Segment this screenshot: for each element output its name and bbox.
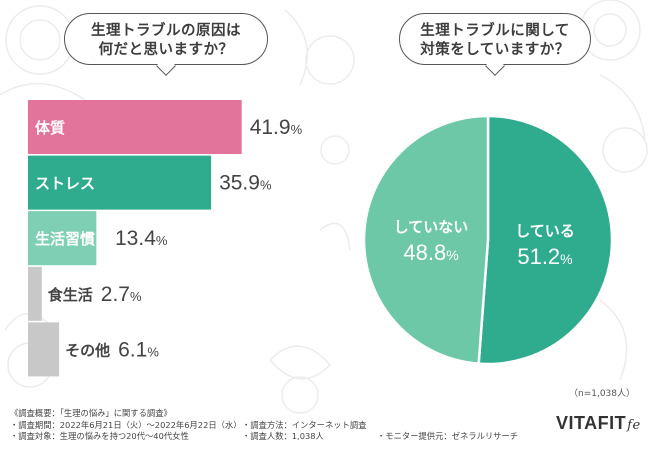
survey-count: ・調査人数：1,038人 (242, 431, 324, 441)
bar-value-label: 13.4% (115, 227, 168, 250)
question-cause-line1: 生理トラブルの原因は (91, 23, 241, 39)
bar-value-number: 35.9 (219, 172, 260, 195)
question-cause-line2: 何だと思いますか？ (98, 42, 234, 58)
survey-target: ・調査対象：生理の悩みを持つ20代～40代女性 (10, 431, 189, 441)
bar-value-number: 41.9 (250, 116, 291, 139)
bar-category-label: その他 (65, 341, 110, 359)
measures-pie-chart: している 51.2% していない 48.8% (362, 114, 614, 366)
bar-value-percent: % (156, 233, 168, 248)
bar-value-percent: % (291, 122, 303, 137)
bar-0 (28, 100, 242, 154)
brand-name: VITAFIT (556, 413, 627, 433)
sample-size-note: （n=1,038人） (568, 389, 635, 399)
question-bubble-cause: 生理トラブルの原因は 何だと思いますか？ (64, 13, 268, 76)
question-measures-line2: 対策をしていますか？ (420, 42, 570, 58)
pie-category-label: している (515, 222, 575, 240)
question-bubble-measures: 生理トラブルに関して 対策をしていますか？ (399, 13, 591, 76)
question-measures-line1: 生理トラブルに関して (420, 23, 570, 39)
pie-value-label: 51.2% (517, 244, 572, 269)
bar-value-label: 6.1% (118, 338, 159, 361)
bar-value-label: 2.7% (101, 283, 142, 306)
bar-4 (28, 322, 60, 377)
bar-value-percent: % (260, 178, 272, 193)
bar-3 (28, 266, 42, 321)
survey-method: ・調査方法：インターネット調査 (242, 419, 367, 430)
bar-value-label: 35.9% (219, 172, 272, 195)
bar-1 (28, 155, 212, 210)
bar-value-number: 2.7 (101, 283, 130, 306)
pie-slice-1 (362, 114, 490, 365)
bar-value-number: 6.1 (118, 338, 147, 361)
pie-value-number: 48.8 (403, 240, 446, 265)
pie-value-number: 51.2 (517, 244, 560, 269)
survey-provider: ・モニター提供元：ゼネラルリサーチ (377, 431, 519, 441)
vitafit-logo: VITAFITfe (556, 413, 641, 434)
bar-value-percent: % (130, 289, 142, 304)
pie-value-percent: % (446, 247, 458, 263)
bar-category-label: 食生活 (48, 286, 93, 304)
pie-slice-0 (477, 114, 614, 366)
pie-category-label: していない (394, 218, 469, 236)
cause-bar-chart: 体質 41.9% ストレス 35.9% 生活習慣 13.4% 食生活 2.7% その他 6.1% (28, 100, 303, 377)
bar-value-number: 13.4 (115, 227, 156, 250)
survey-period: ・調査期間：2022年6月21日（火）～2022年6月22日（水） (10, 419, 242, 430)
brand-suffix: fe (627, 418, 641, 433)
bar-value-percent: % (147, 344, 159, 359)
pie-value-label: 48.8% (403, 240, 458, 265)
bar-value-label: 41.9% (250, 116, 303, 139)
bar-category-label: ストレス (35, 175, 95, 193)
bar-2 (28, 211, 97, 266)
bar-category-label: 生活習慣 (35, 230, 95, 248)
pie-value-percent: % (560, 251, 572, 267)
survey-title: 《調査概要：「生理の悩み」に関する調査》 (10, 408, 172, 418)
bar-category-label: 体質 (35, 119, 65, 137)
